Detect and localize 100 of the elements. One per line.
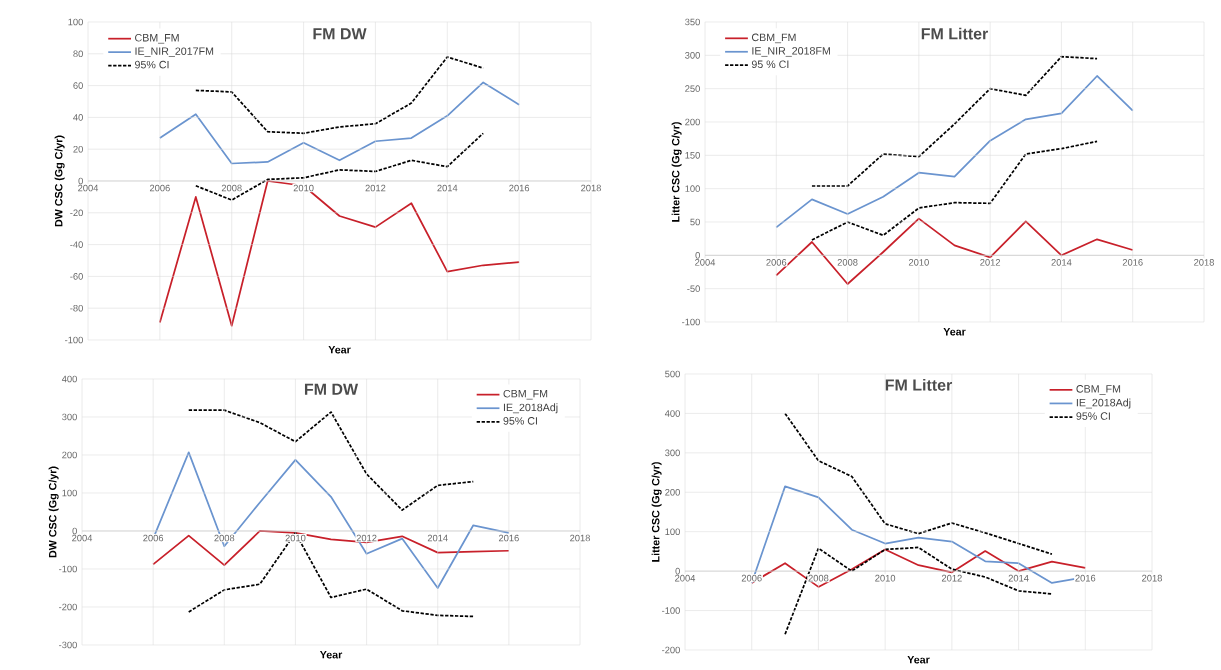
x-tick-label: 2010 (875, 574, 896, 582)
legend-label: CBM_FM (751, 33, 796, 44)
legend-label: 95% CI (503, 417, 537, 425)
line-series (775, 75, 1134, 229)
y-tick-label: 100 (665, 528, 680, 535)
x-tick-label: 2008 (808, 574, 829, 582)
x-tick-label: 2012 (356, 534, 377, 542)
legend-label: 95% CI (1076, 412, 1110, 420)
y-tick-label: 300 (665, 449, 680, 457)
x-tick-label: 2010 (293, 184, 314, 192)
x-tick-label: 2008 (221, 184, 242, 192)
y-tick-label: 400 (61, 375, 77, 383)
y-tick-label: 0 (72, 527, 77, 535)
y-tick-label: 100 (62, 489, 77, 497)
x-tick-label: 2016 (509, 184, 530, 192)
y-tick-label: -60 (70, 273, 83, 280)
line-series (811, 55, 1098, 187)
x-axis-title: Year (319, 651, 343, 659)
y-tick-label: 150 (685, 152, 700, 159)
y-tick-label: -40 (70, 241, 83, 248)
x-tick-label: 2006 (149, 184, 170, 192)
line-series (158, 81, 521, 165)
legend-label: IE_2018Adj (503, 403, 558, 414)
y-tick-label: -100 (662, 607, 680, 614)
y-tick-label: -50 (687, 285, 700, 292)
chart-title: FM Litter (921, 27, 989, 40)
line-series (194, 132, 485, 201)
y-tick-label: 0 (695, 252, 700, 259)
y-tick-label: -100 (65, 336, 83, 344)
x-tick-label: 2004 (675, 574, 696, 582)
y-axis-title: DW CSC (Gg C/yr) (54, 135, 65, 227)
x-axis-title: Year (328, 346, 351, 354)
line-series (187, 532, 475, 618)
x-tick-label: 2006 (741, 574, 762, 582)
x-tick-label: 2010 (285, 534, 306, 542)
line-series (194, 56, 485, 135)
chart-title: FM Litter (885, 378, 953, 391)
x-tick-label: 2010 (908, 259, 929, 266)
line-series (784, 412, 1053, 556)
x-tick-label: 2012 (980, 259, 1001, 266)
y-tick-label: 300 (685, 52, 700, 59)
y-tick-label: -200 (59, 603, 77, 611)
x-tick-label: 2012 (941, 574, 962, 582)
line-series (811, 140, 1098, 241)
x-tick-label: 2004 (72, 534, 93, 542)
legend-label: CBM_FM (1076, 385, 1121, 395)
y-tick-label: 0 (78, 177, 83, 185)
x-tick-label: 2014 (1008, 574, 1029, 582)
y-tick-label: 200 (685, 118, 700, 126)
y-tick-label: 80 (73, 50, 83, 58)
y-tick-label: 40 (73, 114, 83, 121)
y-tick-label: 500 (665, 370, 680, 378)
x-tick-label: 2004 (695, 259, 716, 266)
legend-label: IE_2018Adj (1076, 398, 1131, 409)
x-tick-label: 2012 (365, 184, 386, 192)
y-tick-label: 200 (62, 451, 77, 459)
x-tick-label: 2018 (581, 184, 601, 192)
y-tick-label: 350 (685, 18, 700, 26)
x-tick-label: 2008 (214, 534, 235, 542)
y-tick-label: 20 (73, 145, 83, 153)
line-series (784, 546, 1053, 636)
y-tick-label: 0 (675, 567, 680, 575)
x-axis-title: Year (943, 328, 966, 336)
x-tick-label: 2008 (837, 259, 858, 266)
y-tick-label: -20 (70, 209, 83, 217)
y-tick-label: -100 (59, 565, 77, 573)
y-axis-title: Litter CSC (Gg C/yr) (651, 462, 662, 562)
y-axis-title: Litter CSC (Gg C/yr) (671, 122, 682, 222)
y-tick-label: 60 (73, 82, 83, 89)
chart-title: FM DW (304, 383, 359, 395)
y-tick-label: 200 (665, 488, 680, 496)
legend-label: CBM_FM (135, 33, 179, 44)
x-tick-label: 2006 (766, 259, 787, 266)
x-tick-label: 2016 (498, 534, 519, 542)
legend-label: 95 % CI (751, 60, 789, 69)
y-tick-label: -100 (682, 318, 700, 326)
chart-title: FM DW (313, 28, 367, 40)
legend-label: 95% CI (135, 60, 169, 69)
x-tick-label: 2004 (78, 184, 99, 192)
legend-label: IE_NIR_2018FM (752, 47, 830, 57)
legend-label: IE_NIR_2017FM (135, 47, 214, 57)
x-tick-label: 2016 (1122, 259, 1143, 266)
y-tick-label: -300 (59, 641, 77, 649)
y-tick-label: 50 (690, 218, 700, 226)
y-tick-label: 100 (685, 185, 700, 192)
y-tick-label: 100 (68, 18, 83, 26)
y-tick-label: 300 (62, 413, 77, 421)
x-tick-label: 2014 (427, 534, 448, 542)
y-tick-label: -200 (662, 646, 680, 654)
y-tick-label: 400 (664, 410, 680, 417)
x-tick-label: 2018 (570, 534, 590, 542)
x-tick-label: 2014 (1051, 259, 1072, 266)
y-axis-title: DW CSC (Gg C/yr) (48, 466, 59, 558)
line-series (187, 409, 475, 511)
y-tick-label: 250 (685, 85, 700, 92)
x-tick-label: 2018 (1142, 574, 1162, 582)
legend-label: CBM_FM (503, 389, 548, 400)
x-tick-label: 2018 (1194, 259, 1214, 266)
y-tick-label: -80 (70, 304, 83, 312)
x-axis-title: Year (907, 656, 930, 664)
